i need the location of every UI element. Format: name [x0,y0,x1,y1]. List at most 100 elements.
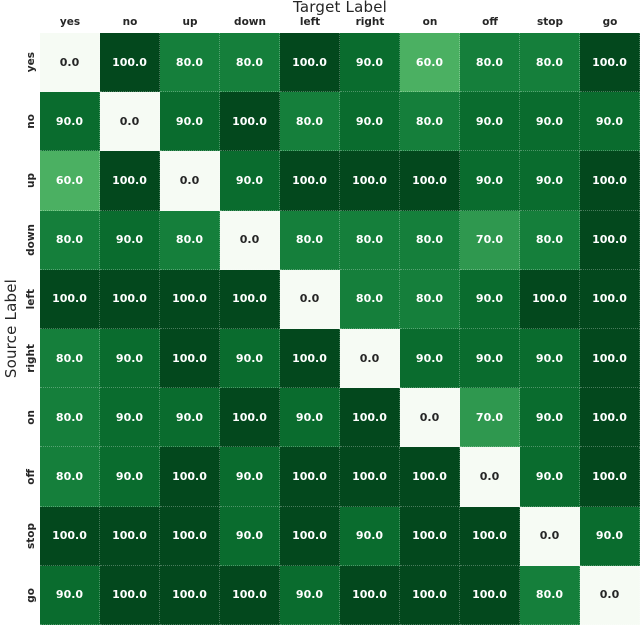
x-tick-label: stop [537,16,563,28]
heatmap-cell: 90.0 [220,329,280,389]
x-tick-label: yes [59,16,81,28]
heatmap-cell: 100.0 [580,329,640,389]
heatmap-cell: 90.0 [340,92,400,152]
heatmap-cell: 90.0 [460,269,520,329]
heatmap-cell: 80.0 [160,210,220,270]
x-axis-title: Target Label [292,0,388,16]
heatmap-cell: 80.0 [460,33,520,93]
heatmap-cell: 100.0 [160,329,220,389]
heatmap-cell: 100.0 [220,565,280,625]
heatmap-cell: 100.0 [340,151,400,211]
x-tick-label: right [355,16,385,28]
heatmap-cell: 90.0 [40,565,100,625]
y-tick-label: stop [22,507,39,566]
y-tick-label: on [22,388,39,447]
y-tick-labels: yes no up down left right on off stop go [22,33,39,625]
heatmap-cell: 70.0 [460,388,520,448]
heatmap-cell: 80.0 [280,210,340,270]
y-tick-label: right [22,329,39,388]
y-tick-label: yes [22,33,39,92]
heatmap-cell: 0.0 [340,329,400,389]
y-tick-label-text: stop [24,523,37,550]
heatmap-cell: 90.0 [460,329,520,389]
heatmap-cell: 80.0 [280,92,340,152]
heatmap-cell: 60.0 [400,33,460,93]
heatmap-cell: 90.0 [580,506,640,566]
heatmap-cell: 90.0 [460,151,520,211]
heatmap-cell: 100.0 [100,269,160,329]
heatmap-cell: 70.0 [460,210,520,270]
heatmap-cell: 0.0 [220,210,280,270]
heatmap-cell: 90.0 [220,447,280,507]
heatmap-cell: 100.0 [580,269,640,329]
heatmap-cell: 80.0 [340,210,400,270]
heatmap-cell: 0.0 [580,565,640,625]
heatmap-cell: 90.0 [520,388,580,448]
heatmap-cell: 100.0 [280,329,340,389]
heatmap-cell: 90.0 [280,565,340,625]
y-tick-label-text: off [24,469,37,485]
heatmap-cell: 100.0 [340,388,400,448]
x-tick-label: left [299,16,321,28]
heatmap-cell: 80.0 [400,92,460,152]
heatmap-cell: 100.0 [580,447,640,507]
heatmap-cell: 90.0 [100,210,160,270]
heatmap-cell: 100.0 [160,269,220,329]
heatmap-cell: 100.0 [220,269,280,329]
heatmap-cell: 100.0 [580,151,640,211]
heatmap-cell: 100.0 [220,388,280,448]
heatmap-cell: 90.0 [100,329,160,389]
y-tick-label: up [22,151,39,210]
x-tick-label: no [122,16,138,28]
heatmap-cell: 90.0 [100,447,160,507]
heatmap-cell: 80.0 [340,269,400,329]
heatmap-cell: 100.0 [340,565,400,625]
heatmap-cell: 90.0 [280,388,340,448]
heatmap-cell: 90.0 [400,329,460,389]
y-tick-label-text: right [24,344,37,373]
heatmap-cell: 100.0 [520,269,580,329]
heatmap-cell: 80.0 [40,210,100,270]
heatmap-cell: 100.0 [160,506,220,566]
heatmap-cell: 80.0 [520,33,580,93]
heatmap-cell: 100.0 [580,388,640,448]
heatmap-cell: 80.0 [40,447,100,507]
heatmap-cell: 100.0 [400,565,460,625]
heatmap-cell: 90.0 [100,388,160,448]
heatmap-cell: 90.0 [40,92,100,152]
heatmap-cell: 90.0 [160,388,220,448]
y-tick-label-text: up [24,173,37,189]
heatmap-cell: 80.0 [400,210,460,270]
x-tick-label: down [234,16,266,28]
heatmap-cell: 80.0 [40,388,100,448]
y-tick-label-text: down [24,224,37,257]
heatmap-cell: 0.0 [100,92,160,152]
heatmap-cell: 100.0 [400,151,460,211]
heatmap-cell: 90.0 [340,33,400,93]
heatmap-cell: 90.0 [520,92,580,152]
heatmap-cell: 90.0 [580,92,640,152]
heatmap-cell: 100.0 [460,565,520,625]
y-tick-label: down [22,211,39,270]
heatmap-cell: 100.0 [40,506,100,566]
y-axis-title-text: Source Label [1,279,20,379]
x-tick-label: go [602,16,618,28]
heatmap-cell: 100.0 [40,269,100,329]
heatmap-cell: 90.0 [460,92,520,152]
heatmap-cell: 100.0 [280,506,340,566]
heatmap-cell: 100.0 [280,447,340,507]
heatmap-cell: 0.0 [400,388,460,448]
heatmap-cell: 90.0 [340,506,400,566]
heatmap-cell: 100.0 [220,92,280,152]
heatmap-cell: 80.0 [40,329,100,389]
heatmap-cell: 100.0 [340,447,400,507]
y-tick-label: off [22,447,39,506]
heatmap-cell: 100.0 [580,210,640,270]
heatmap-cell: 90.0 [520,151,580,211]
heatmap-cell: 100.0 [280,33,340,93]
heatmap-cell: 100.0 [100,565,160,625]
heatmap-cell: 80.0 [220,33,280,93]
y-tick-label: no [22,92,39,151]
heatmap-cell: 100.0 [100,151,160,211]
